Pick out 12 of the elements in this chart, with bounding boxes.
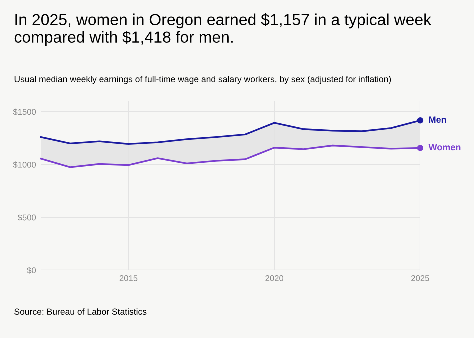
x-tick-label: 2015 (120, 275, 138, 282)
y-tick-label: $500 (18, 214, 36, 222)
x-tick-label: 2025 (412, 275, 430, 282)
y-tick-label: $1000 (13, 162, 36, 168)
x-tick-label: 2020 (266, 275, 284, 282)
chart-subtitle: Usual median weekly earnings of full-time wage and salary workers, by sex (adjusted for inflation) (14, 76, 392, 84)
source-note: Source: Bureau of Labor Statistics (14, 308, 147, 315)
series-label: Women (428, 144, 461, 151)
y-tick-label: $0 (27, 267, 36, 274)
chart-title: In 2025, women in Oregon earned $1,157 in a typical week compared with $1,418 for men. (14, 14, 432, 46)
y-tick-label: $1500 (13, 108, 36, 116)
series-label: Men (429, 116, 446, 124)
